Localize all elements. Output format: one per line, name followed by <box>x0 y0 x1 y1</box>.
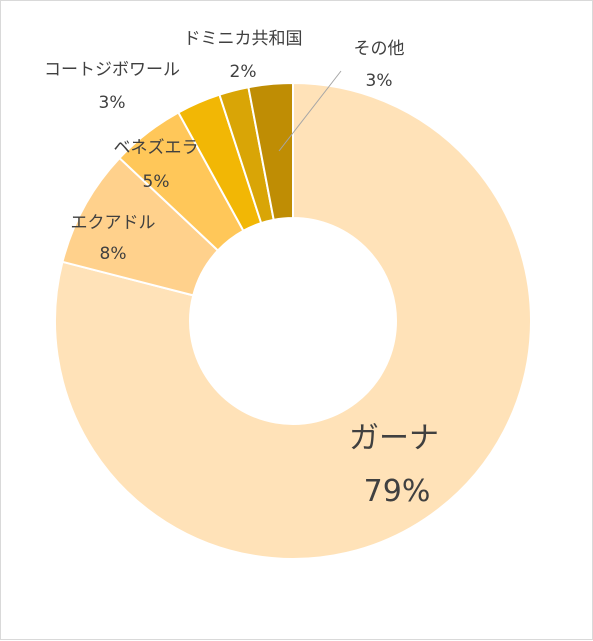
label-category-cote-divoire: コートジボワール <box>44 60 180 80</box>
label-value-cote-divoire: 3% <box>99 93 126 113</box>
label-value-ecuador: 8% <box>100 244 127 264</box>
slice-other <box>247 81 294 221</box>
label-value-other: 3% <box>366 71 393 91</box>
label-category-ghana: ガーナ <box>349 421 439 456</box>
slice-ghana <box>54 81 532 560</box>
label-value-ghana: 79% <box>364 474 431 509</box>
leader-line-other <box>278 70 342 152</box>
label-category-ecuador: エクアドル <box>71 213 156 233</box>
label-value-dominican-republic: 2% <box>230 62 257 82</box>
label-value-venezuela: 5% <box>143 172 170 192</box>
label-category-venezuela: ベネズエラ <box>114 138 199 158</box>
slices-group <box>54 81 532 560</box>
label-category-other: その他 <box>354 39 405 59</box>
label-category-dominican-republic: ドミニカ共和国 <box>184 29 303 49</box>
